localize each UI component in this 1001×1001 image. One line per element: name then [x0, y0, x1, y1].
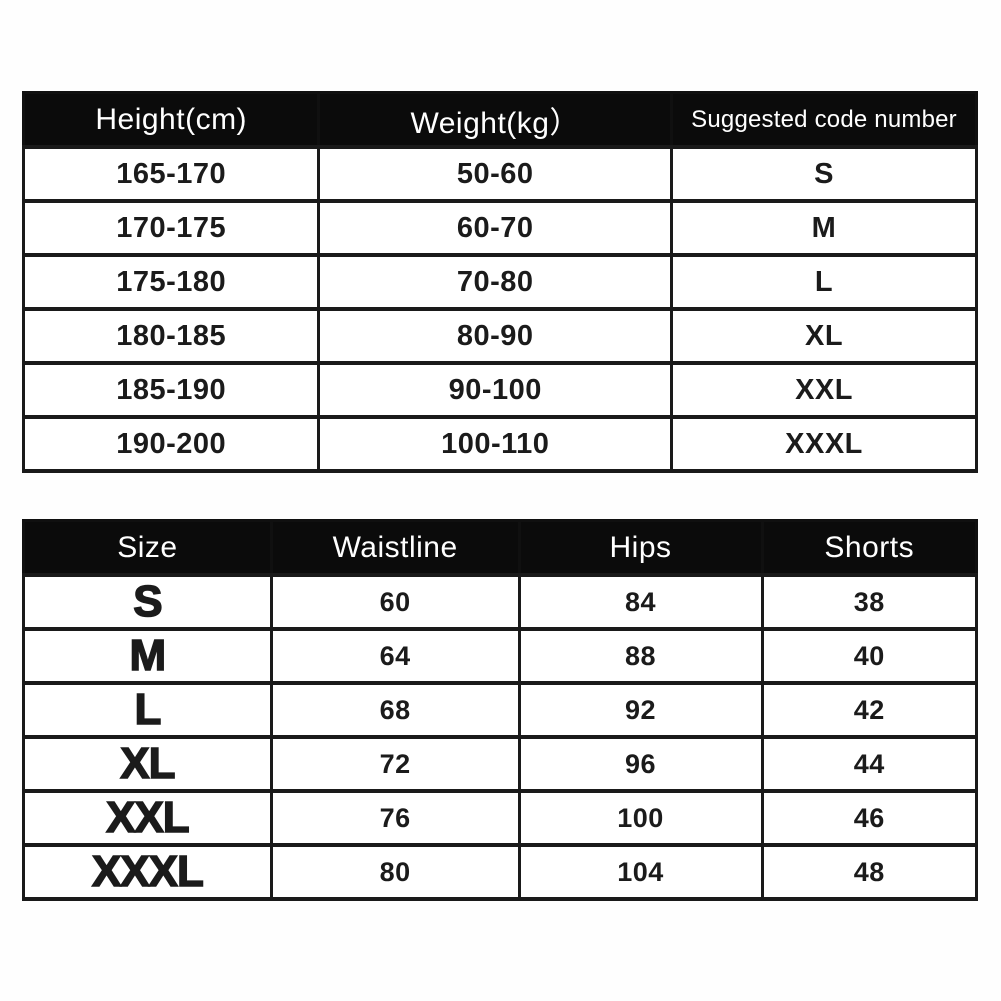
- table-cell: 76: [269, 789, 521, 847]
- table-cell: 104: [517, 843, 764, 901]
- size-cell: XXXL: [22, 843, 273, 901]
- table-cell: 90-100: [317, 361, 674, 419]
- table-row: 175-180 70-80 L: [21, 253, 978, 311]
- table-cell: 42: [760, 681, 979, 739]
- column-header-hips: Hips: [517, 519, 764, 577]
- table-cell: M: [670, 199, 978, 257]
- table-row: L 68 92 42: [22, 681, 979, 739]
- table-cell: 170-175: [21, 199, 321, 257]
- table-cell: 50-60: [317, 145, 674, 203]
- table-cell: 60: [269, 573, 521, 631]
- table-cell: XL: [670, 307, 978, 365]
- column-header-size: Size: [22, 519, 273, 577]
- table-cell: 70-80: [317, 253, 674, 311]
- height-weight-table: Height(cm) Weight(kg） Suggested code num…: [21, 91, 978, 473]
- table-cell: 46: [760, 789, 979, 847]
- header-row: Height(cm) Weight(kg） Suggested code num…: [21, 91, 978, 149]
- table-cell: 64: [269, 627, 521, 685]
- table-cell: L: [670, 253, 978, 311]
- table-cell: 48: [760, 843, 979, 901]
- table-cell: 80-90: [317, 307, 674, 365]
- measurements-table: Size Waistline Hips Shorts S 60 84 38 M …: [22, 519, 979, 901]
- column-header-weight: Weight(kg）: [317, 91, 674, 149]
- size-cell: M: [22, 627, 273, 685]
- size-cell: S: [22, 573, 273, 631]
- size-cell: L: [22, 681, 273, 739]
- table-row: 190-200 100-110 XXXL: [21, 415, 978, 473]
- table-row: 180-185 80-90 XL: [21, 307, 978, 365]
- size-cell: XXL: [22, 789, 273, 847]
- table-row: XXXL 80 104 48: [22, 843, 979, 901]
- header-row: Size Waistline Hips Shorts: [22, 519, 979, 577]
- table-row: M 64 88 40: [22, 627, 979, 685]
- table-cell: 44: [760, 735, 979, 793]
- table-cell: 40: [760, 627, 979, 685]
- table-cell: XXL: [670, 361, 978, 419]
- table-row: S 60 84 38: [22, 573, 979, 631]
- table-row: 185-190 90-100 XXL: [21, 361, 978, 419]
- table-row: 165-170 50-60 S: [21, 145, 978, 203]
- table-cell: S: [670, 145, 978, 203]
- table-cell: 88: [517, 627, 764, 685]
- table-cell: 180-185: [21, 307, 321, 365]
- table-cell: 100-110: [317, 415, 674, 473]
- column-header-suggested-code: Suggested code number: [670, 91, 978, 149]
- table-cell: 38: [760, 573, 979, 631]
- table-cell: 84: [517, 573, 764, 631]
- column-header-waistline: Waistline: [269, 519, 521, 577]
- table-cell: 100: [517, 789, 764, 847]
- table-cell: 60-70: [317, 199, 674, 257]
- column-header-shorts: Shorts: [760, 519, 979, 577]
- table-cell: 185-190: [21, 361, 321, 419]
- table-cell: 96: [517, 735, 764, 793]
- size-cell: XL: [22, 735, 273, 793]
- table-row: 170-175 60-70 M: [21, 199, 978, 257]
- column-header-height: Height(cm): [21, 91, 321, 149]
- table-cell: 92: [517, 681, 764, 739]
- table-cell: 80: [269, 843, 521, 901]
- table-cell: 190-200: [21, 415, 321, 473]
- table-row: XXL 76 100 46: [22, 789, 979, 847]
- table-cell: 68: [269, 681, 521, 739]
- table-cell: 72: [269, 735, 521, 793]
- table-cell: 175-180: [21, 253, 321, 311]
- table-cell: XXXL: [670, 415, 978, 473]
- table-row: XL 72 96 44: [22, 735, 979, 793]
- table-cell: 165-170: [21, 145, 321, 203]
